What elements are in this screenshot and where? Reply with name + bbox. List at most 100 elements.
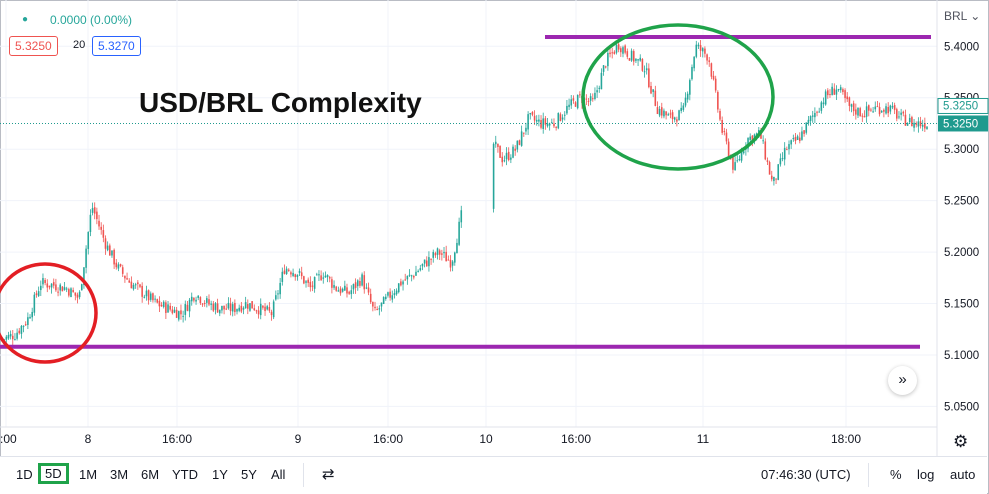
candle-body xyxy=(686,93,689,100)
candle-body xyxy=(419,268,422,271)
candle-body xyxy=(309,281,312,288)
candle-body xyxy=(501,156,504,163)
compare-icon[interactable]: ⇄ xyxy=(322,466,335,483)
timeframe-1y[interactable]: 1Y xyxy=(212,467,228,482)
currency-label: BRL xyxy=(944,9,967,23)
candle-body xyxy=(706,54,708,61)
candle-body xyxy=(121,267,124,274)
candle-body xyxy=(154,298,156,300)
timeframe-5y[interactable]: 5Y xyxy=(241,467,257,482)
candle-body xyxy=(643,71,646,73)
candle-body xyxy=(529,112,532,115)
ask-price-box[interactable]: 5.3270 xyxy=(92,36,141,56)
candle-body xyxy=(46,283,49,288)
candle-body xyxy=(641,59,644,71)
candle-body xyxy=(87,231,90,249)
candle-body xyxy=(365,287,368,289)
candle-body xyxy=(844,90,846,99)
candle-body xyxy=(339,288,342,294)
percent-toggle[interactable]: % xyxy=(890,467,902,482)
candle-body xyxy=(139,284,141,287)
candle-body xyxy=(837,89,840,91)
candle-body xyxy=(533,115,536,121)
timeframe-6m[interactable]: 6M xyxy=(141,467,160,482)
candle-body xyxy=(891,105,894,108)
time-axis-label: 10 xyxy=(479,432,493,446)
candle-body xyxy=(262,305,264,308)
candle-body xyxy=(516,140,519,150)
candle-body xyxy=(553,123,555,127)
candle-body xyxy=(247,304,249,309)
candle-body xyxy=(158,300,161,307)
candle-body xyxy=(811,115,814,117)
candle-body xyxy=(188,299,191,312)
candle-body xyxy=(76,294,79,298)
candle-body xyxy=(449,259,452,268)
candle-body xyxy=(770,175,773,180)
candle-body xyxy=(911,117,913,127)
candle-body xyxy=(652,89,654,92)
candle-body xyxy=(359,281,361,286)
price-chart[interactable]: 5.40005.35005.30005.25005.20005.15005.10… xyxy=(0,0,989,456)
candle-body xyxy=(505,152,508,160)
candle-body xyxy=(44,280,46,284)
candle-body xyxy=(714,78,717,91)
green-circle-annotation xyxy=(581,23,775,171)
candle-body xyxy=(680,107,682,111)
candle-body xyxy=(617,44,620,50)
currency-selector[interactable]: BRL ⌄ xyxy=(944,9,980,23)
candle-body xyxy=(852,103,855,112)
candle-body xyxy=(725,132,728,142)
candle-body xyxy=(9,333,12,337)
timeframe-3m[interactable]: 3M xyxy=(110,467,129,482)
candle-body xyxy=(290,272,292,275)
timeframe-1m[interactable]: 1M xyxy=(79,467,98,482)
timeframe-all[interactable]: All xyxy=(271,467,286,482)
candle-body xyxy=(165,302,167,313)
settings-gear-icon[interactable]: ⚙ xyxy=(953,432,969,451)
time-axis-label: 16:00 xyxy=(561,432,591,446)
candle-body xyxy=(203,302,206,304)
candle-body xyxy=(348,291,350,294)
candle-body xyxy=(497,143,499,147)
candle-body xyxy=(253,308,256,311)
candle-body xyxy=(645,68,648,71)
candle-body xyxy=(818,111,820,113)
candle-body xyxy=(259,303,262,316)
candle-body xyxy=(31,311,33,318)
auto-toggle[interactable]: auto xyxy=(950,467,976,482)
candle-body xyxy=(384,296,387,300)
timeframe-ytd[interactable]: YTD xyxy=(172,467,198,482)
candle-body xyxy=(596,90,598,93)
candle-body xyxy=(492,143,495,209)
candle-body xyxy=(423,259,426,264)
scroll-right-icon[interactable]: » xyxy=(888,366,917,395)
candle-body xyxy=(607,52,609,67)
candle-body xyxy=(719,111,721,120)
time-axis-label: :00 xyxy=(0,432,17,446)
candle-body xyxy=(285,268,288,275)
candle-body xyxy=(128,280,131,283)
candle-body xyxy=(378,308,381,310)
candle-body xyxy=(311,285,314,287)
time-axis-label: 16:00 xyxy=(162,432,192,446)
timeframe-1d[interactable]: 1D xyxy=(16,467,33,482)
bid-price-box[interactable]: 5.3250 xyxy=(9,36,58,56)
candle-body xyxy=(313,277,316,289)
candle-body xyxy=(281,271,284,282)
candle-body xyxy=(587,100,590,102)
secondary-price-badge xyxy=(937,97,989,114)
candle-body xyxy=(270,311,273,316)
log-toggle[interactable]: log xyxy=(917,467,935,482)
candle-body xyxy=(354,282,357,288)
candle-body xyxy=(775,178,777,180)
candle-body xyxy=(63,287,66,290)
candle-body xyxy=(109,245,111,256)
candle-body xyxy=(805,122,808,133)
candle-body xyxy=(738,158,741,161)
timeframe-5d[interactable]: 5D xyxy=(38,463,69,484)
candle-body xyxy=(865,106,868,117)
candle-body xyxy=(783,147,786,160)
candle-body xyxy=(372,302,374,307)
candle-body xyxy=(328,277,331,279)
